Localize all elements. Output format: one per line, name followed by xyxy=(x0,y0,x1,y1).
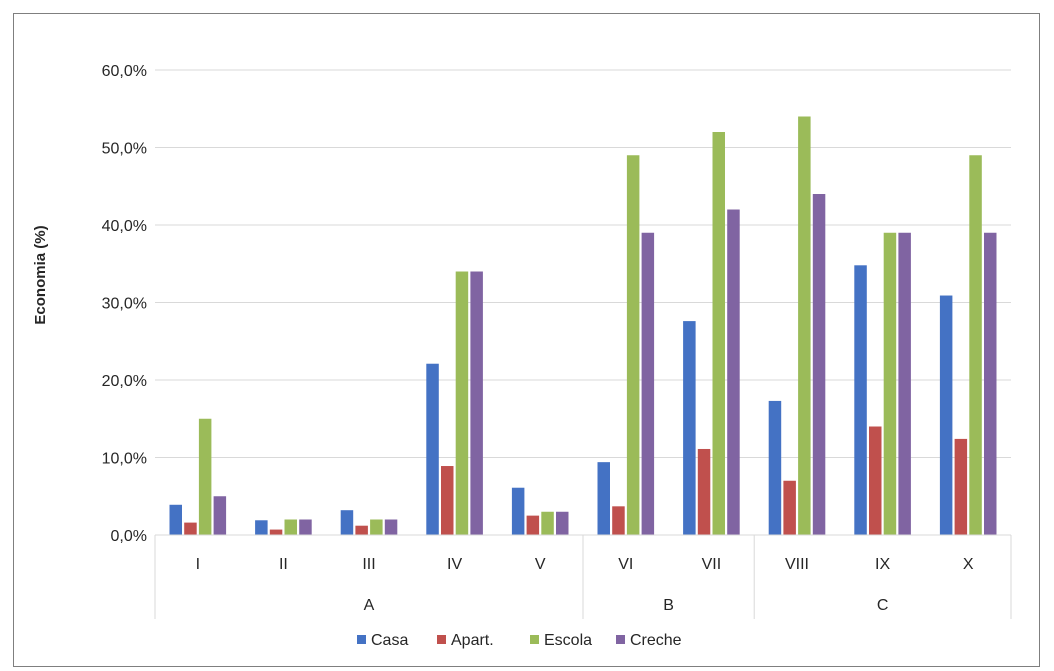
x-group-label: A xyxy=(364,597,375,614)
legend-label: Escola xyxy=(544,632,592,649)
x-tick-label: III xyxy=(362,556,375,573)
bar-casa-vi xyxy=(597,462,610,535)
bar-creche-iii xyxy=(384,519,398,535)
bar-apart-viii xyxy=(783,480,796,535)
bar-escola-i xyxy=(198,418,212,535)
legend-label: Casa xyxy=(371,632,408,649)
bar-casa-i xyxy=(169,504,182,535)
x-tick-label: VI xyxy=(618,556,633,573)
x-tick-label: II xyxy=(279,556,288,573)
legend-swatch xyxy=(530,635,539,644)
bar-creche-vi xyxy=(641,232,655,535)
bar-escola-vi xyxy=(626,155,640,535)
bar-escola-iv xyxy=(455,271,469,535)
bar-escola-iii xyxy=(370,519,383,535)
legend-label: Apart. xyxy=(451,632,494,649)
y-tick-labels: 0,0% 10,0% 20,0% 30,0% 40,0% 50,0% 60,0% xyxy=(102,63,147,545)
bar-casa-vii xyxy=(683,321,696,535)
legend: Casa Apart. Escola Creche xyxy=(357,632,682,649)
bar-escola-viii xyxy=(798,116,811,535)
y-tick-label: 10,0% xyxy=(102,451,147,468)
bar-creche-viii xyxy=(812,194,826,535)
bar-apart-v xyxy=(526,515,540,535)
x-group-label: C xyxy=(877,597,889,614)
bar-escola-ii xyxy=(284,519,297,535)
legend-item: Casa xyxy=(357,632,408,649)
x-tick-label: VII xyxy=(702,556,722,573)
bar-apart-vi xyxy=(612,506,625,535)
bars xyxy=(169,116,997,535)
bar-creche-vii xyxy=(727,209,740,535)
y-tick-label: 0,0% xyxy=(111,528,147,545)
bar-apart-iv xyxy=(441,466,454,535)
bar-creche-x xyxy=(984,232,997,535)
bar-casa-iv xyxy=(426,363,439,535)
legend-swatch xyxy=(437,635,446,644)
bar-escola-x xyxy=(969,155,982,535)
bar-apart-i xyxy=(184,522,197,535)
bar-casa-ix xyxy=(854,265,867,535)
x-group-labels: A B C xyxy=(364,597,889,614)
y-tick-label: 20,0% xyxy=(102,373,147,390)
bar-apart-x xyxy=(954,438,968,535)
bar-apart-vii xyxy=(697,448,711,535)
x-tick-label: I xyxy=(196,556,200,573)
bar-creche-iv xyxy=(470,271,483,535)
legend-swatch xyxy=(616,635,625,644)
y-tick-label: 60,0% xyxy=(102,63,147,80)
x-group-label: B xyxy=(663,597,674,614)
bar-chart: 0,0%10,0%20,0%30,0%40,0%50,0%60,0% I II II… xyxy=(32,63,1012,649)
x-tick-label: IV xyxy=(447,556,462,573)
bar-casa-iii xyxy=(340,510,354,535)
x-tick-labels: I II III IV V VI VII VIII IX X xyxy=(196,556,974,573)
bar-apart-ii xyxy=(269,529,283,535)
chart-frame: 0,0% 10,0% 20,0% 30,0% 40,0% 50,0% 60,0% I II II… xyxy=(13,13,1040,667)
y-tick-label: 30,0% xyxy=(102,296,147,313)
bar-casa-ii xyxy=(255,520,268,535)
bar-creche-v xyxy=(556,511,569,535)
bar-apart-ix xyxy=(869,426,882,535)
y-tick-label: 40,0% xyxy=(102,218,147,235)
bar-creche-ii xyxy=(299,519,312,535)
legend-item: Escola xyxy=(530,632,592,649)
bar-escola-vii xyxy=(712,132,725,535)
legend-item: Apart. xyxy=(437,632,494,649)
bar-creche-ix xyxy=(898,232,911,535)
legend-label: Creche xyxy=(630,632,682,649)
y-axis-label: Economia (%) xyxy=(32,225,49,324)
y-tick-label: 50,0% xyxy=(102,141,147,158)
x-tick-label: V xyxy=(535,556,546,573)
bar-escola-ix xyxy=(883,232,897,535)
bar-casa-viii xyxy=(768,400,782,535)
legend-swatch xyxy=(357,635,366,644)
bar-creche-i xyxy=(213,496,227,535)
x-tick-label: VIII xyxy=(785,556,809,573)
bar-escola-v xyxy=(541,511,554,535)
axes xyxy=(154,534,1012,619)
legend-item: Creche xyxy=(616,632,682,649)
bar-casa-x xyxy=(939,295,953,535)
gridlines xyxy=(155,69,1011,458)
x-tick-label: IX xyxy=(875,556,890,573)
x-tick-label: X xyxy=(963,556,974,573)
bar-casa-v xyxy=(511,487,525,535)
bar-apart-iii xyxy=(355,525,368,535)
